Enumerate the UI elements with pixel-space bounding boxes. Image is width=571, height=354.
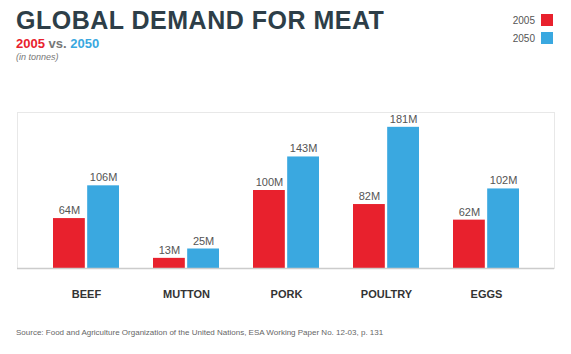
- html-text:2005: 2005: [512, 14, 535, 26]
- svg-text:13M: 13M: [159, 244, 180, 256]
- svg-text:62M: 62M: [459, 206, 480, 218]
- html-text:Source: Food and Agriculture O: Source: Food and Agriculture Organizatio…: [16, 328, 384, 337]
- html-text:2005 vs. 2050: 2005 vs. 2050: [16, 36, 100, 51]
- svg-text:25M: 25M: [193, 235, 214, 247]
- html-text:2050: 2050: [512, 32, 535, 44]
- svg-text:102M: 102M: [490, 174, 518, 186]
- svg-text:100M: 100M: [256, 176, 284, 188]
- svg-text:106M: 106M: [90, 171, 118, 183]
- svg-text:BEEF: BEEF: [72, 288, 102, 300]
- svg-text:143M: 143M: [290, 142, 318, 154]
- svg-text:64M: 64M: [59, 204, 80, 216]
- svg-text:POULTRY: POULTRY: [361, 288, 413, 300]
- svg-text:181M: 181M: [390, 113, 418, 125]
- svg-text:PORK: PORK: [271, 288, 303, 300]
- svg-text:MUTTON: MUTTON: [163, 288, 210, 300]
- html-text:(in tonnes): (in tonnes): [16, 52, 59, 62]
- svg-text:82M: 82M: [359, 190, 380, 202]
- html-text:GLOBAL DEMAND FOR MEAT: GLOBAL DEMAND FOR MEAT: [16, 6, 385, 34]
- svg-text:EGGS: EGGS: [471, 288, 503, 300]
